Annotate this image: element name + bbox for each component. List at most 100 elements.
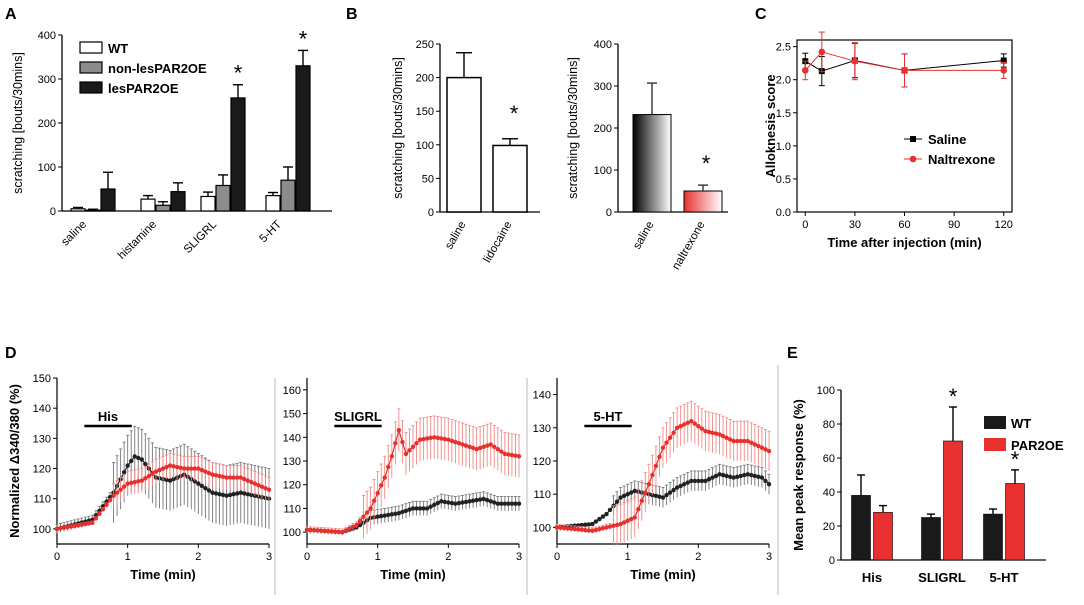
panel-d-0-black-point <box>199 483 205 489</box>
panel-d-2-black-point <box>699 478 705 484</box>
panel-d-0-black-point <box>171 476 176 482</box>
panel-d-0-red-point <box>266 487 272 492</box>
panel-d-2-black-point <box>745 472 750 477</box>
panel-a-ytick-label: 200 <box>38 118 56 130</box>
panel-d-2-red-point <box>703 428 708 434</box>
panel-d-1-black-point <box>396 510 402 516</box>
panel-d-0-red-point <box>224 475 229 480</box>
panel-d-0-red-point <box>185 466 190 471</box>
panel-d-0-red-point <box>182 466 187 471</box>
panel-d-2-red-point <box>586 528 591 533</box>
panel-a-bar <box>200 195 216 212</box>
panel-e-bar <box>983 513 1003 561</box>
panel-d-y-label: Normalized Δ340/380 (%) <box>7 384 22 538</box>
panel-d-0-red-point <box>252 481 258 486</box>
panel-d-0-red-point <box>189 466 194 471</box>
panel-d-1-red-point <box>329 529 334 534</box>
panel-e-ytick-label: 20 <box>823 521 835 533</box>
panel-d-0-ytick-label: 150 <box>33 373 51 385</box>
panel-d-1-black-point <box>506 501 511 506</box>
panel-d-2-black-point <box>607 507 613 513</box>
panel-a-ytick-label: 0 <box>50 206 56 218</box>
panel-d-0-red-point <box>263 485 268 491</box>
panel-d-2-black-point <box>664 492 669 498</box>
panel-d-0-black-point <box>242 491 247 496</box>
panel-d-2-ytick-label: 100 <box>533 522 551 534</box>
panel-d-0-black-point <box>203 485 208 491</box>
panel-a-bar <box>85 209 101 212</box>
panel-d-2-black-point <box>618 495 623 500</box>
panel-d-2-x-label: Time (min) <box>630 567 696 582</box>
panel-d-0-red-point <box>136 479 141 484</box>
panel-d-1-black-point <box>393 511 398 516</box>
panel-d-2-black-point <box>710 475 715 480</box>
panel-d-2-red-point <box>576 527 581 532</box>
panel-a-significance-star: * <box>299 26 308 51</box>
panel-d-0-red-point <box>90 520 95 526</box>
panel-d-1-red-point <box>435 435 440 441</box>
panel-d-0-red-point <box>235 475 240 480</box>
panel-a-category-label: saline <box>59 219 89 249</box>
panel-c-ytick-label: 1.5 <box>776 108 791 120</box>
panel-d-2-red-point <box>720 433 726 439</box>
panel-d-2-red-point <box>667 435 673 440</box>
panel-c-legend-label: Naltrexone <box>928 152 995 167</box>
panel-d-0-red-point <box>199 467 205 473</box>
panel-d-1-red-point <box>453 439 458 445</box>
panel-d-2-red-point <box>685 420 690 426</box>
panel-d-2-black-point <box>660 495 666 500</box>
panel-d-1-red-point <box>354 522 359 528</box>
panel-d-2-red-point <box>565 526 570 531</box>
panel-d-0-red-point <box>93 516 99 521</box>
panel-d-1-red-point <box>442 436 447 442</box>
panel-d-0-black-point <box>217 492 222 497</box>
panel-d-1-red-point <box>343 528 349 533</box>
panel-d-2-red-point <box>639 498 644 504</box>
panel-c-ytick-label: 1.0 <box>776 141 791 153</box>
panel-b1-ytick-label: 150 <box>416 106 434 118</box>
panel-d-1-black-point <box>488 499 493 504</box>
panel-d-2-ytick-label: 140 <box>533 390 551 402</box>
panel-d-0-ytick-label: 130 <box>33 433 51 445</box>
panel-label-E: E <box>787 345 798 362</box>
panel-b2-ytick-label: 100 <box>594 165 612 177</box>
panel-d-0-red-point <box>79 522 84 527</box>
panel-d-1-red-point <box>516 454 522 459</box>
panel-a-bar <box>70 208 86 212</box>
panel-d-2-black-point <box>629 490 634 495</box>
panel-a-legend-swatch <box>79 61 103 74</box>
panel-d-2-red-point <box>625 518 630 523</box>
panel-d-1-red-point <box>304 527 310 532</box>
panel-d-0-red-point <box>114 490 120 495</box>
panel-d-2-red-point <box>568 526 574 531</box>
panel-d-2-red-point <box>583 527 588 533</box>
panel-b2-bar <box>683 190 723 213</box>
panel-d-0-red-point <box>160 466 166 471</box>
panel-d-0-black-point <box>139 457 144 462</box>
panel-e-ytick-label: 0 <box>829 555 835 567</box>
panel-d-2-red-point <box>554 525 560 530</box>
panel-d-0-red-point <box>86 521 92 526</box>
panel-d-1-red-point <box>424 436 430 441</box>
panel-d-0-black-point <box>227 492 233 498</box>
panel-d-1-black-point <box>375 514 380 519</box>
panel-d-2-black-point <box>696 478 701 484</box>
panel-d-2-black-point <box>766 482 772 487</box>
panel-d-1-black-point <box>442 499 447 505</box>
panel-d-0-red-point <box>192 466 197 471</box>
panel-d-0-red-point <box>76 523 81 528</box>
panel-c-point-naltrexone <box>801 67 809 74</box>
panel-d-0-black-point <box>235 491 240 496</box>
panel-d-1-black-point <box>400 509 405 515</box>
panel-d-0-red-point <box>171 464 176 469</box>
panel-d-0-red-point <box>132 479 137 485</box>
panel-d-2-black-point <box>586 522 591 527</box>
panel-d-1-red-point <box>410 444 416 449</box>
panel-d-0-x-label: Time (min) <box>130 567 196 582</box>
panel-e-category-label: His <box>862 570 882 585</box>
panel-label-A: A <box>5 6 17 23</box>
panel-d-1-black-point <box>485 497 490 503</box>
panel-d-2-black-point <box>625 492 630 497</box>
panel-c-point-naltrexone <box>818 48 826 56</box>
panel-a-significance-star: * <box>234 61 243 86</box>
